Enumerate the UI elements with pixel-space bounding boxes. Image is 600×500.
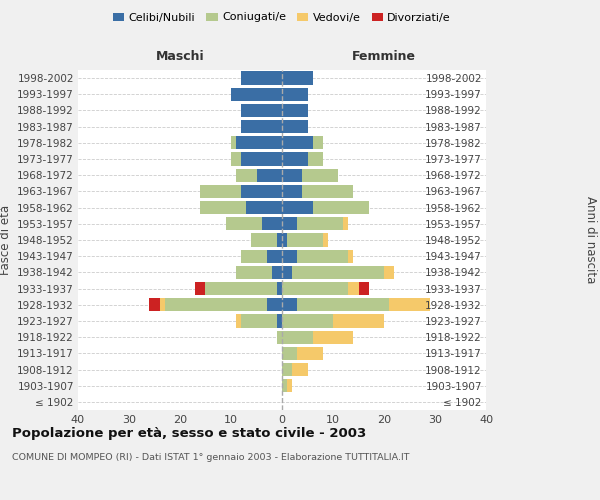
Text: Popolazione per età, sesso e stato civile - 2003: Popolazione per età, sesso e stato civil… [12, 428, 366, 440]
Bar [313, 136, 323, 149]
Bar [200, 185, 241, 198]
Bar [241, 120, 282, 134]
Bar [343, 217, 349, 230]
Bar [266, 250, 282, 263]
Bar [282, 330, 313, 344]
Bar [298, 217, 343, 230]
Bar [282, 314, 333, 328]
Bar [226, 217, 262, 230]
Bar [333, 314, 384, 328]
Bar [282, 217, 298, 230]
Bar [282, 201, 313, 214]
Bar [298, 250, 348, 263]
Bar [272, 266, 282, 279]
Bar [200, 201, 246, 214]
Bar [262, 217, 282, 230]
Bar [277, 314, 282, 328]
Bar [282, 185, 302, 198]
Bar [241, 104, 282, 117]
Bar [298, 298, 389, 312]
Bar [389, 298, 430, 312]
Bar [160, 298, 164, 312]
Bar [236, 266, 272, 279]
Bar [313, 201, 369, 214]
Bar [195, 282, 205, 295]
Bar [282, 379, 287, 392]
Bar [277, 282, 282, 295]
Bar [241, 185, 282, 198]
Bar [323, 234, 328, 246]
Text: COMUNE DI MOMPEO (RI) - Dati ISTAT 1° gennaio 2003 - Elaborazione TUTTITALIA.IT: COMUNE DI MOMPEO (RI) - Dati ISTAT 1° ge… [12, 452, 409, 462]
Bar [266, 298, 282, 312]
Bar [231, 136, 236, 149]
Bar [282, 120, 308, 134]
Bar [308, 152, 323, 166]
Bar [282, 266, 292, 279]
Bar [282, 152, 308, 166]
Bar [282, 88, 308, 101]
Bar [292, 363, 308, 376]
Bar [282, 282, 348, 295]
Bar [277, 234, 282, 246]
Bar [302, 168, 338, 182]
Bar [205, 282, 277, 295]
Bar [302, 185, 353, 198]
Text: Anni di nascita: Anni di nascita [584, 196, 597, 284]
Bar [282, 250, 298, 263]
Bar [287, 379, 292, 392]
Bar [313, 330, 353, 344]
Legend: Celibi/Nubili, Coniugati/e, Vedovi/e, Divorziati/e: Celibi/Nubili, Coniugati/e, Vedovi/e, Di… [109, 8, 455, 27]
Bar [282, 104, 308, 117]
Bar [241, 314, 277, 328]
Bar [241, 72, 282, 85]
Bar [282, 346, 298, 360]
Y-axis label: Fasce di età: Fasce di età [0, 205, 11, 275]
Text: Maschi: Maschi [155, 50, 205, 62]
Bar [246, 201, 282, 214]
Bar [359, 282, 368, 295]
Bar [236, 314, 241, 328]
Bar [231, 88, 282, 101]
Bar [282, 363, 292, 376]
Bar [282, 168, 302, 182]
Text: Femmine: Femmine [352, 50, 416, 62]
Bar [282, 136, 313, 149]
Bar [149, 298, 160, 312]
Bar [236, 136, 282, 149]
Bar [384, 266, 394, 279]
Bar [251, 234, 277, 246]
Bar [277, 330, 282, 344]
Bar [348, 250, 353, 263]
Bar [231, 152, 241, 166]
Bar [348, 282, 359, 295]
Bar [257, 168, 282, 182]
Bar [292, 266, 384, 279]
Bar [282, 298, 298, 312]
Bar [164, 298, 266, 312]
Bar [282, 72, 313, 85]
Bar [282, 234, 287, 246]
Bar [287, 234, 323, 246]
Bar [298, 346, 323, 360]
Bar [241, 152, 282, 166]
Bar [241, 250, 266, 263]
Bar [236, 168, 257, 182]
